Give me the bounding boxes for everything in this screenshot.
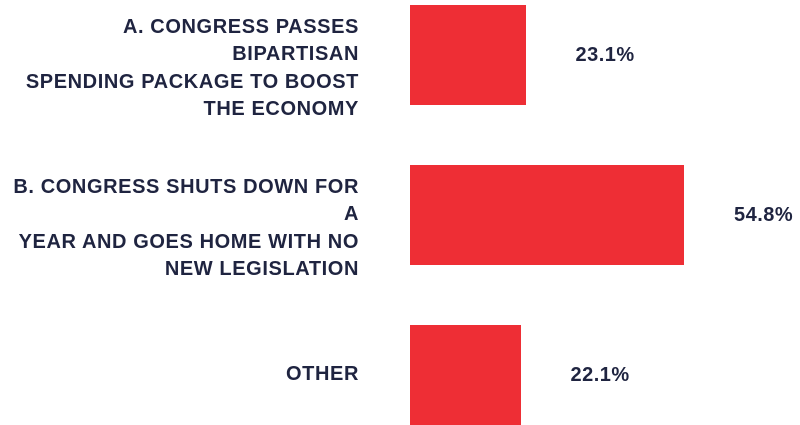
bar [410,5,526,105]
category-label: B. CONGRESS SHUTS DOWN FOR A YEAR AND GO… [13,175,359,281]
bar [410,165,684,265]
value-label: 54.8% [734,204,794,226]
category-label: OTHER [286,363,359,386]
bar [410,325,521,425]
category-label: A. CONGRESS PASSES BIPARTISAN SPENDING P… [25,15,359,121]
value-label: 22.1% [570,364,630,386]
value-label: 23.1% [575,44,635,66]
